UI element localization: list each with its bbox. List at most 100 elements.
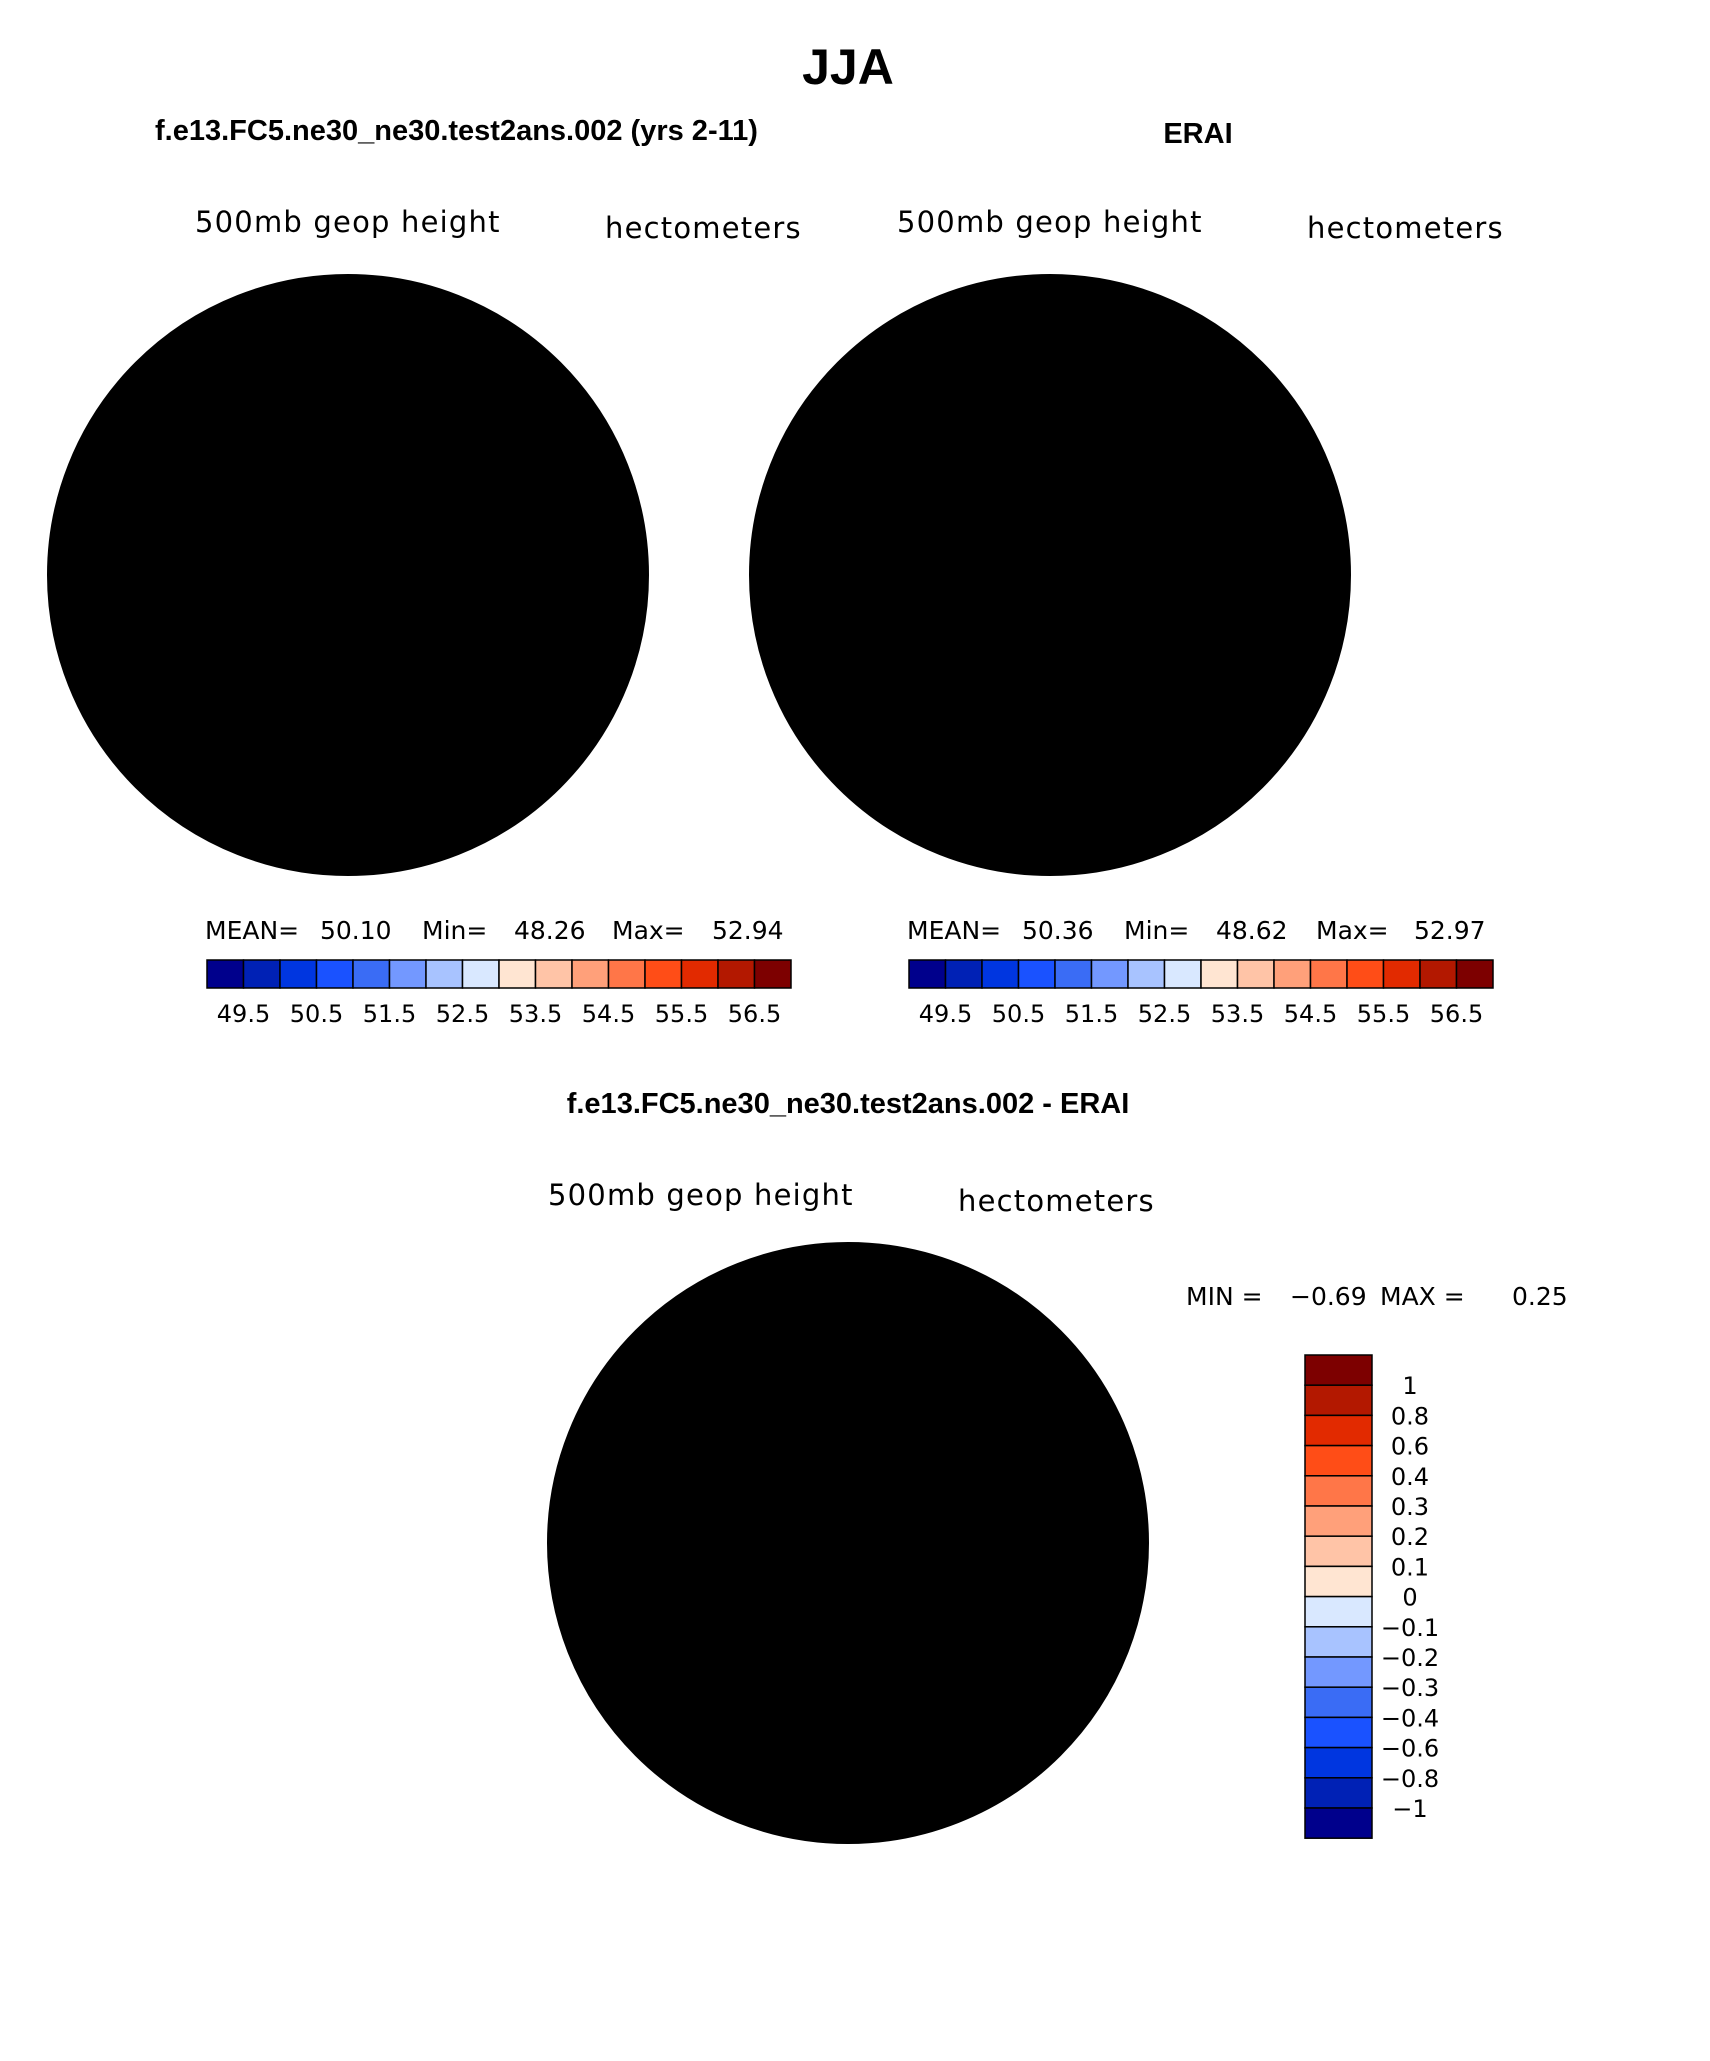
colorbar-tick-label: −0.3 xyxy=(1381,1674,1439,1702)
min-label: Min= xyxy=(422,916,487,945)
min-label: Min= xyxy=(1124,916,1189,945)
max-label: Max= xyxy=(612,916,685,945)
colorbar-swatch xyxy=(1304,1505,1373,1537)
field-label: 500mb geop height xyxy=(548,1178,854,1212)
colorbar-swatch xyxy=(1304,1535,1373,1568)
colorbar-tick-label: 53.5 xyxy=(509,1000,562,1028)
mean-label: MEAN= xyxy=(907,916,1001,945)
coastline xyxy=(810,401,1191,749)
colorbar-tick-label: 51.5 xyxy=(1065,1000,1118,1028)
colorbar-tick-label: 0.3 xyxy=(1391,1493,1429,1521)
colorbar-tick-label: 55.5 xyxy=(655,1000,708,1028)
coastline xyxy=(608,1369,989,1717)
minmax-line: MIN = −0.69 MAX = 0.25 xyxy=(1186,1282,1568,1311)
colorbar-tick-label: −1 xyxy=(1392,1795,1427,1823)
panel-title: f.e13.FC5.ne30_ne30.test2ans.002 - ERAI xyxy=(567,1088,1130,1120)
colorbar-tick-label: 52.5 xyxy=(436,1000,489,1028)
colorbar-swatch xyxy=(1304,1686,1373,1719)
colorbar-swatch xyxy=(206,959,245,989)
colorbar-swatch xyxy=(352,959,391,989)
colorbar-swatch xyxy=(1090,959,1129,989)
colorbar-swatch xyxy=(644,959,683,989)
panel-title: ERAI xyxy=(1163,118,1232,150)
colorbar-tick-label: 49.5 xyxy=(919,1000,972,1028)
colorbar-swatch xyxy=(607,959,646,989)
map-erai xyxy=(750,275,1350,875)
colorbar-swatch xyxy=(425,959,464,989)
colorbar-swatch xyxy=(1054,959,1093,989)
mean-label: MEAN= xyxy=(205,916,299,945)
colorbar-difference: 10.8 0.60.40.30.20.1 0−0.1−0.2−0.3−0.4 −0.6… xyxy=(1304,1354,1439,1839)
colorbar-tick-label: 0.6 xyxy=(1391,1433,1429,1461)
colorbar-swatch xyxy=(680,959,719,989)
colorbar-swatch xyxy=(1419,959,1458,989)
colorbar-tick-label: 51.5 xyxy=(363,1000,416,1028)
panel-erai: ERAI 500mb geop height hectometers MEAN=… xyxy=(749,118,1504,1028)
colorbar-tick-label: 0 xyxy=(1402,1584,1417,1612)
panel-difference: f.e13.FC5.ne30_ne30.test2ans.002 - ERAI … xyxy=(547,1088,1568,1844)
colorbar-swatch xyxy=(1346,959,1385,989)
colorbar-swatch xyxy=(1304,1626,1373,1658)
colorbar-swatch xyxy=(1304,1354,1373,1386)
colorbar-swatch xyxy=(1304,1384,1373,1417)
colorbar-swatch xyxy=(1304,1716,1373,1749)
colorbar-model: 49.5 50.5 51.5 52.5 53.5 54.5 55.5 56.5 xyxy=(206,959,792,1028)
colorbar-tick-label: 52.5 xyxy=(1138,1000,1191,1028)
colorbar-swatch xyxy=(498,959,537,989)
colorbar-swatch xyxy=(717,959,756,989)
map-boundary xyxy=(47,274,649,876)
max-label: MAX = xyxy=(1380,1282,1465,1311)
min-value: 48.62 xyxy=(1216,916,1288,945)
colorbar-swatch xyxy=(1236,959,1275,989)
colorbar-swatch xyxy=(315,959,354,989)
colorbar-swatch xyxy=(1200,959,1239,989)
stats-line: MEAN= 50.36 Min= 48.62 Max= 52.97 xyxy=(907,916,1486,945)
min-value: 48.26 xyxy=(514,916,586,945)
colorbar-swatch xyxy=(1304,1777,1373,1809)
colorbar-swatch xyxy=(1127,959,1166,989)
colorbar-tick-label: 54.5 xyxy=(1284,1000,1337,1028)
colorbar-swatch xyxy=(571,959,610,989)
min-label: MIN = xyxy=(1186,1282,1263,1311)
max-label: Max= xyxy=(1316,916,1389,945)
colorbar-swatch xyxy=(1304,1656,1373,1688)
colorbar-swatch xyxy=(908,959,947,989)
mean-value: 50.36 xyxy=(1022,916,1094,945)
colorbar-swatch xyxy=(242,959,281,989)
max-value: 52.94 xyxy=(712,916,784,945)
colorbar-tick-label: 54.5 xyxy=(582,1000,635,1028)
max-value: 52.97 xyxy=(1414,916,1486,945)
colorbar-tick-label: 50.5 xyxy=(290,1000,343,1028)
map-difference xyxy=(548,1243,1148,1843)
colorbar-tick-label: 53.5 xyxy=(1211,1000,1264,1028)
colorbar-tick-label: 56.5 xyxy=(1430,1000,1483,1028)
colorbar-swatch xyxy=(279,959,318,989)
colorbar-tick-label: 56.5 xyxy=(728,1000,781,1028)
colorbar-erai: 49.5 50.5 51.5 52.5 53.5 54.5 55.5 56.5 xyxy=(908,959,1494,1028)
map-boundary xyxy=(749,274,1351,876)
units-label: hectometers xyxy=(958,1184,1155,1218)
map-boundary xyxy=(547,1242,1149,1844)
field-label: 500mb geop height xyxy=(195,205,501,239)
min-value: −0.69 xyxy=(1290,1282,1367,1311)
colorbar-tick-label: 0.8 xyxy=(1391,1402,1429,1430)
colorbar-swatch xyxy=(944,959,983,989)
field-label: 500mb geop height xyxy=(897,205,1203,239)
colorbar-tick-label: 50.5 xyxy=(992,1000,1045,1028)
panel-title: f.e13.FC5.ne30_ne30.test2ans.002 (yrs 2-… xyxy=(155,115,758,147)
colorbar-tick-label: 49.5 xyxy=(217,1000,270,1028)
units-label: hectometers xyxy=(1307,211,1504,245)
units-label: hectometers xyxy=(605,211,802,245)
stats-line: MEAN= 50.10 Min= 48.26 Max= 52.94 xyxy=(205,916,784,945)
colorbar-tick-label: −0.1 xyxy=(1381,1614,1439,1642)
colorbar-swatch xyxy=(1304,1414,1373,1447)
colorbar-swatch xyxy=(388,959,427,989)
panel-model: f.e13.FC5.ne30_ne30.test2ans.002 (yrs 2-… xyxy=(47,115,802,1028)
map-model xyxy=(48,275,648,875)
colorbar-swatch xyxy=(1273,959,1312,989)
colorbar-tick-label: 1 xyxy=(1402,1372,1417,1400)
colorbar-tick-label: −0.8 xyxy=(1381,1765,1439,1793)
colorbar-swatch xyxy=(1017,959,1056,989)
colorbar-swatch xyxy=(1304,1595,1373,1628)
